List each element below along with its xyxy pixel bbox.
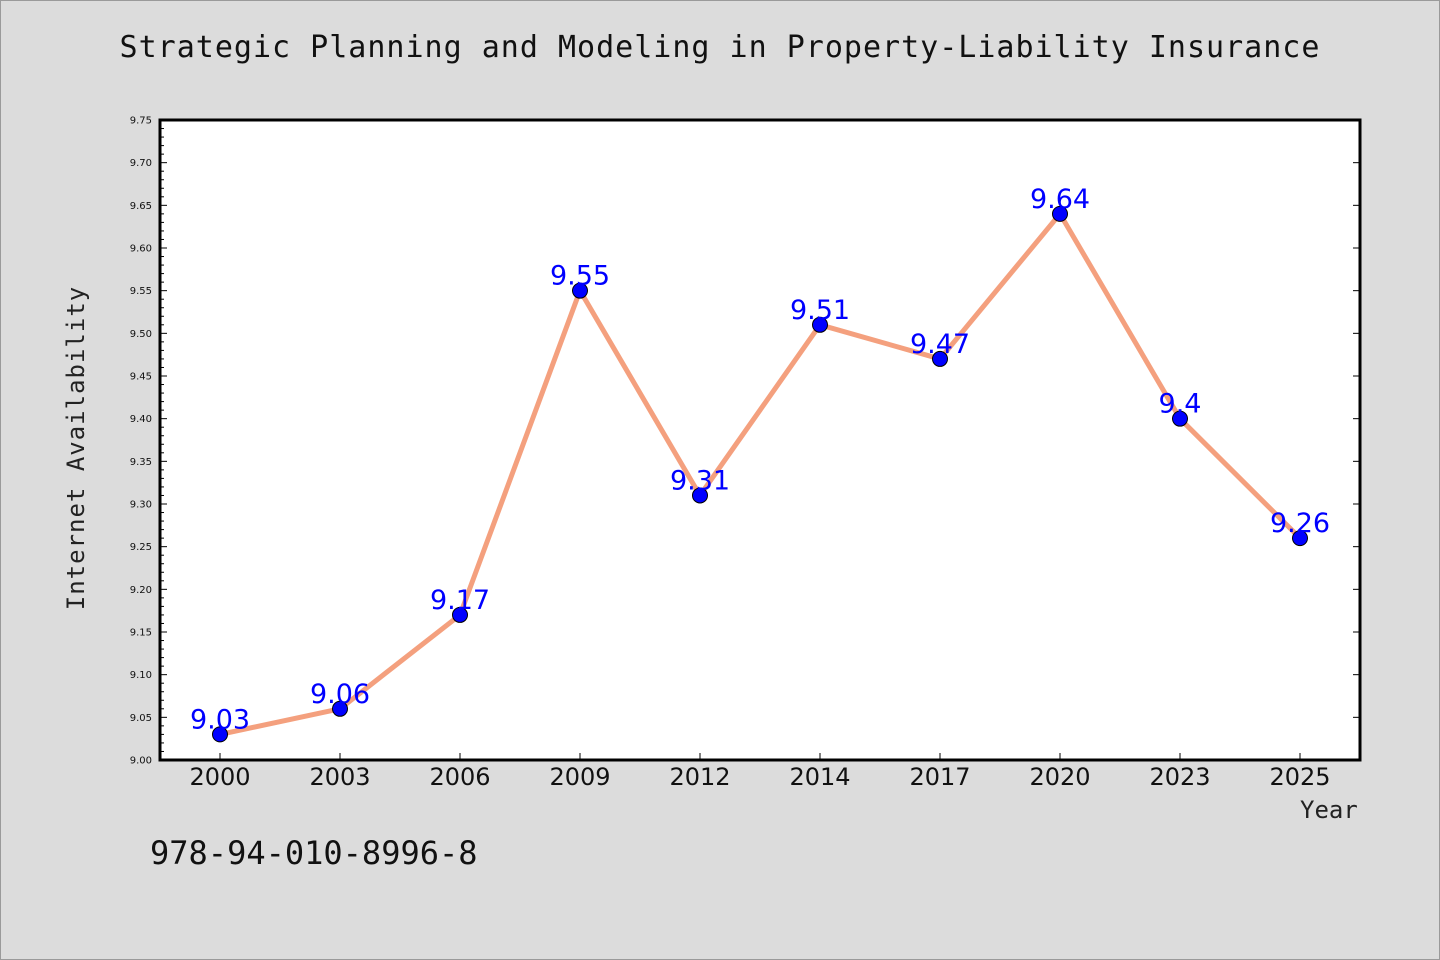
x-tick-label: 2006 bbox=[429, 763, 490, 791]
y-tick-label: 9.60 bbox=[130, 244, 152, 255]
chart-title: Strategic Planning and Modeling in Prope… bbox=[119, 30, 1321, 65]
series-line bbox=[217, 211, 1303, 737]
data-label: 9.64 bbox=[1030, 184, 1090, 215]
x-axis-label: Year bbox=[1300, 796, 1358, 824]
x-tick-label: 2025 bbox=[1269, 763, 1330, 791]
plot-border bbox=[158, 118, 1362, 762]
y-tick-label: 9.20 bbox=[130, 585, 152, 596]
data-point bbox=[812, 316, 828, 333]
y-tick-label: 9.10 bbox=[130, 670, 152, 681]
y-tick-label: 9.05 bbox=[130, 713, 152, 724]
x-tick-label: 2000 bbox=[189, 763, 250, 791]
data-label: 9.31 bbox=[670, 465, 730, 496]
y-tick-label: 9.50 bbox=[130, 329, 152, 340]
data-point bbox=[572, 282, 588, 299]
data-label: 9.26 bbox=[1270, 508, 1330, 539]
plot-area bbox=[160, 120, 1360, 760]
series-group: 9.03 9.06 9.17 9.55 9.31 9.51 9.47 9.64 9.4 9.26 bbox=[190, 184, 1330, 743]
y-tick-label: 9.30 bbox=[130, 500, 152, 511]
x-tick-label: 2020 bbox=[1029, 763, 1090, 791]
x-tick-label: 2009 bbox=[549, 763, 610, 791]
x-tick-label: 2023 bbox=[1149, 763, 1210, 791]
y-tick-label: 9.35 bbox=[130, 457, 152, 468]
x-tick-label: 2014 bbox=[789, 763, 850, 791]
data-point bbox=[1172, 410, 1188, 427]
y-tick-label: 9.55 bbox=[130, 286, 152, 297]
y-tick-label: 9.45 bbox=[130, 372, 152, 383]
data-label: 9.51 bbox=[790, 295, 850, 326]
data-point bbox=[1292, 530, 1308, 547]
x-axis-ticks: 2000 2003 2006 2009 2012 2014 2017 2020 2023 2025 bbox=[189, 753, 1331, 791]
y-tick-label: 9.40 bbox=[130, 414, 152, 425]
y-tick-label: 9.25 bbox=[130, 542, 152, 553]
y-tick-label: 9.75 bbox=[130, 116, 152, 127]
isbn-label: 978-94-010-8996-8 bbox=[150, 834, 478, 872]
data-label: 9.47 bbox=[910, 329, 970, 360]
data-label: 9.55 bbox=[550, 261, 610, 292]
y-tick-label: 9.15 bbox=[130, 628, 152, 639]
data-label: 9.4 bbox=[1159, 389, 1202, 420]
data-label: 9.06 bbox=[310, 679, 370, 710]
y-tick-label: 9.00 bbox=[130, 756, 152, 767]
y-axis-ticks: 9.00 9.05 9.10 9.15 9.20 9.25 9.30 9.35 9.40 9.45… bbox=[130, 116, 1360, 767]
data-point bbox=[452, 606, 468, 623]
data-label: 9.03 bbox=[190, 704, 250, 735]
data-point bbox=[1052, 205, 1068, 222]
data-point bbox=[932, 350, 948, 367]
data-point bbox=[212, 726, 228, 743]
data-point bbox=[332, 700, 348, 717]
x-tick-label: 2003 bbox=[309, 763, 370, 791]
x-tick-label: 2012 bbox=[669, 763, 730, 791]
y-tick-label: 9.70 bbox=[130, 158, 152, 169]
data-label: 9.17 bbox=[430, 585, 490, 616]
x-tick-label: 2017 bbox=[909, 763, 970, 791]
data-point bbox=[692, 487, 708, 504]
y-tick-label: 9.65 bbox=[130, 201, 152, 212]
